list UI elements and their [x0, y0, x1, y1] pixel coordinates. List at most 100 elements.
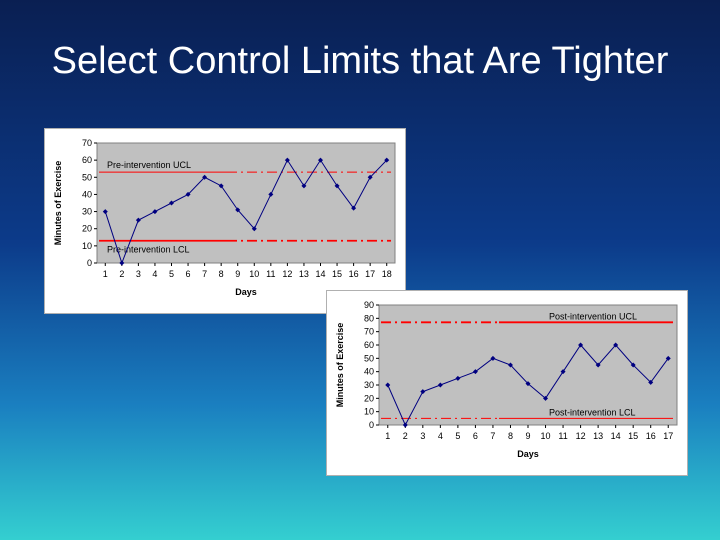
- x-tick-label: 6: [186, 269, 191, 279]
- y-tick-label: 30: [82, 207, 92, 217]
- x-tick-label: 10: [249, 269, 259, 279]
- y-tick-label: 80: [364, 313, 374, 323]
- x-tick-label: 13: [593, 431, 603, 441]
- x-tick-label: 9: [235, 269, 240, 279]
- y-tick-label: 20: [82, 224, 92, 234]
- data-point: [169, 200, 174, 206]
- data-point: [472, 369, 478, 375]
- y-axis-label: Minutes of Exercise: [53, 161, 63, 246]
- x-tick-label: 8: [508, 431, 513, 441]
- x-tick-label: 14: [315, 269, 325, 279]
- y-tick-label: 90: [364, 300, 374, 310]
- data-point: [202, 174, 208, 180]
- y-tick-label: 50: [82, 172, 92, 182]
- x-tick-label: 15: [628, 431, 638, 441]
- x-tick-label: 3: [420, 431, 425, 441]
- y-tick-label: 40: [364, 367, 374, 377]
- data-point: [630, 362, 636, 368]
- y-tick-label: 50: [364, 353, 374, 363]
- x-axis-label: Days: [235, 287, 257, 297]
- x-tick-label: 10: [541, 431, 551, 441]
- y-tick-label: 60: [82, 155, 92, 165]
- pre-intervention-chart: 0 10 20 30 40 50 60 70 1 2 3 4 5 6 7 8 9 10 11 12 13 14 15 16 17…: [44, 128, 406, 314]
- data-point: [560, 369, 566, 375]
- data-point: [135, 217, 141, 223]
- x-tick-label: 11: [558, 431, 567, 441]
- lcl-label: Post-intervention LCL: [549, 407, 636, 417]
- plot-area: [96, 142, 396, 264]
- data-point: [613, 342, 619, 348]
- data-point: [235, 207, 241, 213]
- x-tick-label: 16: [646, 431, 656, 441]
- x-tick-label: 1: [103, 269, 108, 279]
- x-tick-label: 15: [332, 269, 342, 279]
- y-tick-label: 10: [82, 241, 92, 251]
- data-point: [367, 174, 373, 180]
- data-point: [218, 183, 224, 189]
- x-tick-label: 4: [438, 431, 443, 441]
- slide-title: Select Control Limits that Are Tighter: [51, 40, 669, 82]
- data-point: [507, 362, 513, 368]
- data-point: [301, 183, 307, 189]
- x-tick-label: 2: [403, 431, 408, 441]
- x-tick-label: 16: [349, 269, 359, 279]
- x-tick-label: 17: [663, 431, 673, 441]
- data-point: [525, 381, 531, 387]
- data-point: [648, 379, 654, 385]
- y-tick-label: 60: [364, 340, 374, 350]
- data-point: [665, 355, 671, 361]
- y-tick-label: 0: [369, 420, 374, 430]
- x-tick-label: 4: [152, 269, 157, 279]
- y-tick-label: 30: [364, 380, 374, 390]
- data-point: [102, 209, 108, 215]
- y-tick-label: 70: [82, 138, 92, 148]
- x-tick-label: 3: [136, 269, 141, 279]
- x-tick-label: 7: [490, 431, 495, 441]
- data-point: [385, 382, 391, 388]
- y-tick-label: 40: [82, 189, 92, 199]
- data-point: [119, 260, 125, 266]
- x-tick-label: 2: [119, 269, 124, 279]
- lcl-label: Pre-intervention LCL: [107, 245, 190, 255]
- y-tick-label: 70: [364, 327, 374, 337]
- data-point: [334, 183, 340, 189]
- data-point: [384, 157, 390, 163]
- y-axis-label: Minutes of Exercise: [335, 323, 345, 408]
- x-tick-label: 14: [611, 431, 621, 441]
- data-point: [543, 395, 549, 401]
- data-point: [402, 422, 408, 428]
- x-tick-label: 7: [202, 269, 207, 279]
- x-tick-label: 12: [576, 431, 586, 441]
- data-point: [490, 355, 496, 361]
- x-tick-label: 6: [473, 431, 478, 441]
- x-axis-label: Days: [517, 449, 539, 459]
- x-tick-label: 18: [382, 269, 392, 279]
- x-tick-label: 13: [299, 269, 309, 279]
- x-tick-label: 11: [266, 269, 275, 279]
- data-point: [437, 382, 443, 388]
- x-tick-label: 1: [385, 431, 390, 441]
- data-point: [455, 375, 461, 381]
- data-point: [318, 157, 323, 163]
- x-tick-label: 17: [365, 269, 375, 279]
- x-tick-label: 9: [525, 431, 530, 441]
- x-tick-label: 8: [219, 269, 224, 279]
- exercise-series-line: [104, 159, 388, 265]
- data-point: [268, 191, 274, 197]
- data-point: [185, 191, 191, 197]
- x-tick-label: 12: [282, 269, 292, 279]
- data-point: [284, 157, 290, 163]
- y-tick-label: 20: [364, 393, 374, 403]
- ucl-label: Post-intervention UCL: [549, 311, 637, 321]
- data-point: [578, 342, 584, 348]
- data-point: [152, 209, 158, 215]
- x-tick-label: 5: [169, 269, 174, 279]
- y-tick-label: 0: [87, 258, 92, 268]
- data-point: [420, 389, 426, 395]
- x-tick-label: 5: [455, 431, 460, 441]
- data-point: [251, 226, 257, 232]
- post-intervention-chart: 0 10 20 30 40 50 60 70 80 90 1 2 3 4 5 6 7 8 9 10 11 12 13 14 15…: [326, 290, 688, 476]
- y-tick-label: 10: [364, 407, 374, 417]
